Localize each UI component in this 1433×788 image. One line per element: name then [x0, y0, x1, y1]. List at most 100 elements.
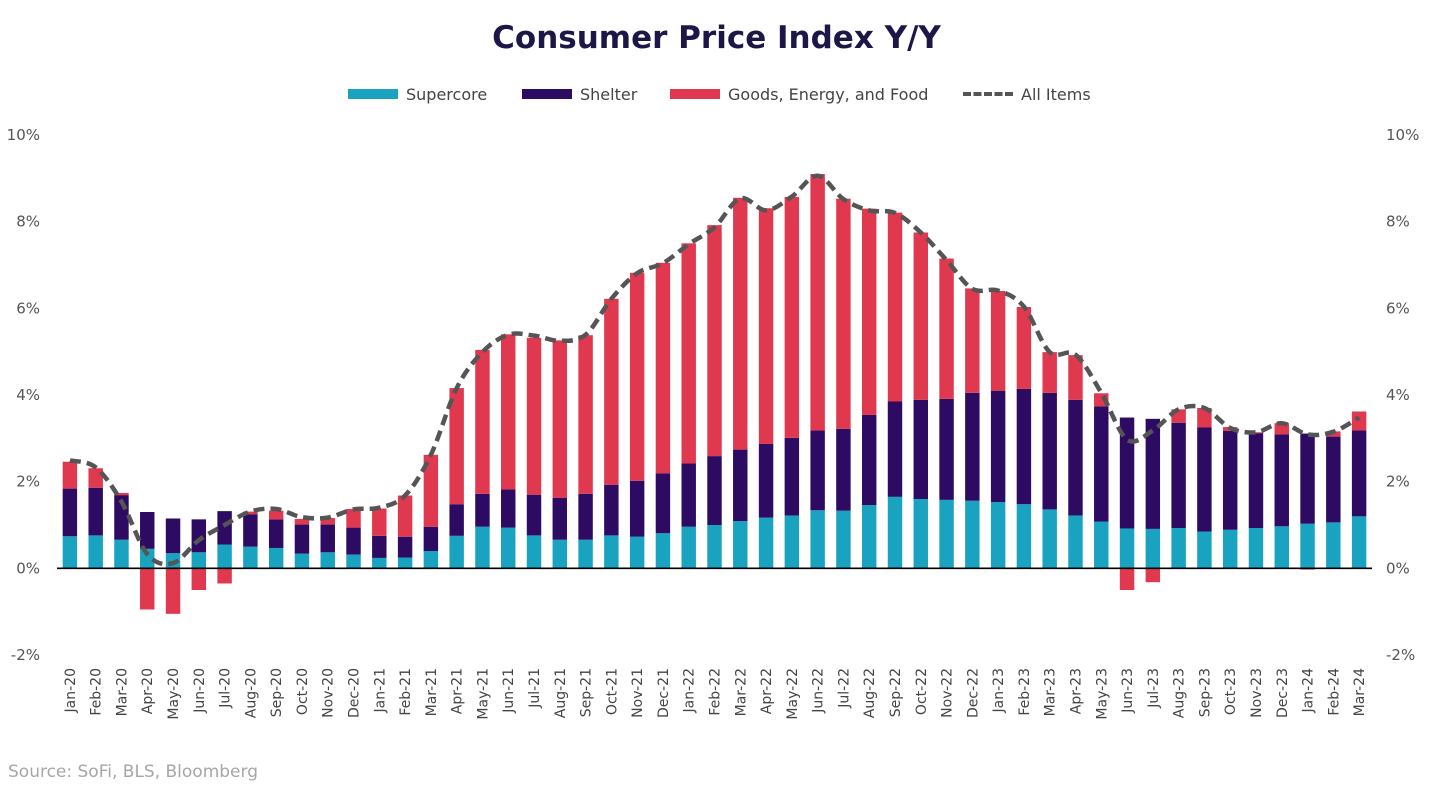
x-tick-label: Jul-23	[1146, 668, 1162, 709]
x-tick-label: Apr-21	[450, 668, 466, 714]
bar-supercore	[707, 525, 722, 569]
y-tick-label-right: 8%	[1386, 213, 1410, 231]
bar-goods-energy-and-food	[784, 196, 800, 438]
legend-label-all-items: All Items	[1021, 84, 1091, 104]
bar-goods-energy-and-food	[140, 568, 155, 610]
legend-swatch-goods-energy-food	[670, 89, 720, 99]
legend-item-goods-energy-food: Goods, Energy, and Food	[670, 82, 928, 106]
bar-supercore	[810, 510, 825, 569]
bar-supercore	[1068, 515, 1083, 569]
x-tick-label: Jan-22	[682, 668, 698, 713]
x-tick-label: Jun-21	[501, 668, 517, 714]
x-tick-label: Apr-23	[1069, 668, 1085, 714]
bar-goods-energy-and-food	[990, 291, 1006, 391]
bar-shelter	[1248, 433, 1264, 529]
x-tick-label: Dec-21	[656, 668, 672, 718]
bar-supercore	[578, 539, 593, 569]
bar-shelter	[423, 526, 439, 551]
bar-shelter	[1068, 399, 1083, 516]
bar-goods-energy-and-food	[655, 262, 671, 474]
bar-goods-energy-and-food	[810, 174, 825, 431]
x-tick-label: Aug-23	[1172, 668, 1188, 718]
series-line-all-items	[69, 173, 1361, 567]
bar-supercore	[475, 526, 490, 569]
bar-goods-energy-and-food	[578, 335, 593, 494]
bar-goods-energy-and-food	[733, 197, 748, 450]
bar-supercore	[1119, 528, 1135, 569]
bar-shelter	[346, 527, 361, 555]
bar-supercore	[88, 535, 103, 569]
bar-supercore	[1300, 523, 1315, 569]
x-tick-label: Sep-21	[579, 668, 595, 717]
bar-shelter	[501, 489, 516, 528]
x-tick-label: Feb-20	[89, 668, 105, 716]
bar-shelter	[733, 449, 748, 522]
y-tick-label-left: 0%	[16, 559, 40, 577]
x-tick-label: Jul-20	[218, 668, 234, 709]
bar-goods-energy-and-food	[758, 208, 774, 444]
legend-label-supercore: Supercore	[406, 84, 488, 104]
x-tick-label: Aug-22	[862, 668, 878, 718]
x-tick-label: Mar-21	[424, 668, 440, 716]
bar-supercore	[1351, 516, 1367, 569]
bar-goods-energy-and-food	[114, 492, 129, 496]
x-tick-label: Feb-23	[1017, 668, 1033, 716]
bar-goods-energy-and-food	[1042, 352, 1057, 393]
bar-supercore	[1222, 529, 1238, 569]
bar-supercore	[1042, 509, 1057, 569]
x-tick-label: Mar-23	[1043, 668, 1059, 716]
x-tick-label: Oct-23	[1223, 668, 1239, 715]
x-tick-label: Jun-23	[1120, 668, 1136, 714]
bar-supercore	[320, 552, 335, 569]
bar-shelter	[191, 519, 207, 553]
y-tick-label-left: -2%	[11, 646, 40, 664]
bar-supercore	[1197, 531, 1212, 569]
bar-shelter	[397, 536, 413, 558]
y-tick-label-left: 8%	[16, 213, 40, 231]
x-tick-label: Feb-21	[398, 668, 414, 716]
y-tick-label-left: 4%	[16, 386, 40, 404]
x-tick-label: Jul-21	[527, 668, 543, 709]
x-tick-label: Apr-22	[759, 668, 775, 714]
bar-supercore	[681, 526, 696, 569]
y-tick-label-right: 2%	[1386, 473, 1410, 491]
legend-item-all-items: All Items	[963, 82, 1091, 106]
bar-supercore	[268, 547, 284, 569]
bar-goods-energy-and-food	[629, 272, 645, 481]
bar-goods-energy-and-food	[681, 243, 696, 464]
x-tick-label: Jan-20	[63, 668, 79, 713]
bar-goods-energy-and-food	[243, 511, 258, 515]
x-tick-label: Mar-22	[733, 668, 749, 716]
bar-goods-energy-and-food	[191, 568, 207, 590]
bar-supercore	[62, 536, 78, 569]
x-tick-label: Nov-21	[630, 668, 646, 718]
x-tick-label: May-20	[166, 668, 182, 720]
bar-supercore	[655, 533, 671, 569]
bar-shelter	[449, 504, 464, 536]
bar-supercore	[784, 515, 800, 569]
bar-goods-energy-and-food	[861, 208, 877, 415]
bar-shelter	[1326, 436, 1341, 523]
bar-shelter	[913, 399, 928, 499]
bar-goods-energy-and-food	[939, 258, 954, 399]
bar-supercore	[1016, 504, 1032, 569]
x-tick-label: Apr-20	[140, 668, 156, 714]
bar-goods-energy-and-food	[346, 508, 361, 528]
bar-supercore	[1171, 528, 1186, 569]
x-tick-label: May-22	[785, 668, 801, 720]
x-tick-label: Mar-24	[1352, 668, 1368, 716]
bar-shelter	[475, 493, 490, 527]
bar-goods-energy-and-food	[88, 468, 103, 488]
bar-supercore	[243, 546, 258, 569]
legend-item-supercore: Supercore	[348, 82, 487, 106]
bar-goods-energy-and-food	[501, 334, 516, 490]
bar-supercore	[733, 521, 748, 569]
bar-supercore	[604, 535, 619, 569]
bar-supercore	[114, 539, 129, 569]
bar-supercore	[913, 499, 928, 569]
bar-goods-energy-and-food	[372, 508, 387, 536]
bar-goods-energy-and-food	[294, 518, 310, 525]
bar-shelter	[268, 519, 284, 548]
bar-goods-energy-and-food	[449, 388, 464, 505]
bar-shelter	[1094, 406, 1109, 522]
